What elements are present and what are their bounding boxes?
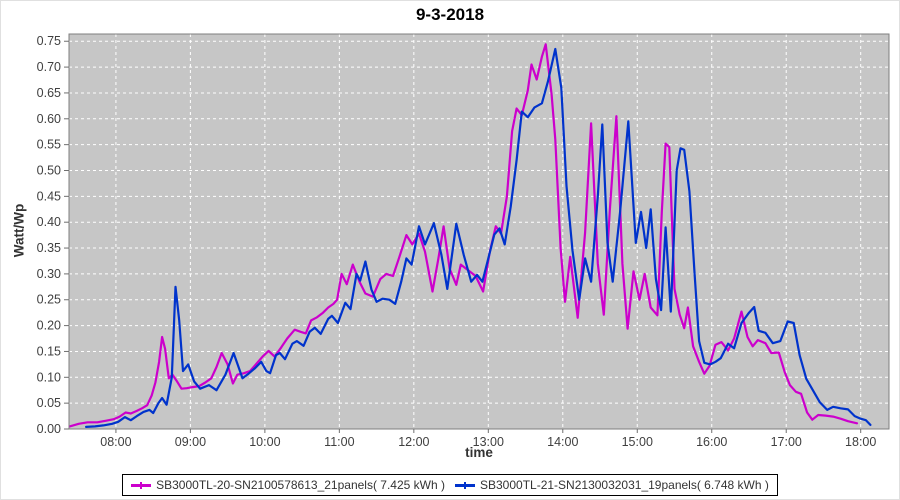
y-axis-label: Watt/Wp (11, 203, 27, 258)
y-tick-label: 0.45 (37, 189, 61, 203)
legend-box: SB3000TL-20-SN2100578613_21panels( 7.425… (122, 474, 778, 496)
y-tick-label: 0.20 (37, 319, 61, 333)
y-tick-label: 0.25 (37, 293, 61, 307)
y-tick-label: 0.65 (37, 86, 61, 100)
y-tick-label: 0.50 (37, 163, 61, 177)
y-tick-label: 0.15 (37, 344, 61, 358)
x-tick-label: 15:00 (622, 435, 653, 449)
x-tick-label: 14:00 (547, 435, 578, 449)
x-tick-label: 11:00 (324, 435, 354, 449)
series-line-0 (69, 43, 859, 428)
legend-item-inverter-21: SB3000TL-21-SN2130032031_19panels( 6.748… (455, 478, 769, 492)
x-tick-label: 09:00 (175, 435, 206, 449)
plot-border (68, 33, 890, 430)
y-tick-label: 0.30 (37, 267, 61, 281)
x-axis: 08:00 09:00 10:00 11:00 12:00 13:00 14:00 15:00… (100, 429, 876, 449)
series-line-1 (84, 47, 872, 428)
y-tick-label: 0.55 (37, 138, 61, 152)
legend-label: SB3000TL-20-SN2100578613_21panels( 7.425… (156, 478, 445, 492)
y-tick-label: 0.10 (37, 370, 61, 384)
y-tick-label: 0.35 (37, 241, 61, 255)
y-tick-label: 0.00 (37, 422, 61, 436)
chart-title: 9-3-2018 (415, 5, 485, 24)
y-tick-label: 0.75 (37, 34, 61, 48)
x-axis-label: time (465, 445, 493, 460)
x-tick-label: 18:00 (845, 435, 876, 449)
x-tick-label: 08:00 (100, 435, 131, 449)
x-tick-label: 10:00 (249, 435, 280, 449)
y-axis: 0.00 0.05 0.10 0.15 0.20 0.25 0.30 0.35 0.40 0.45… (37, 34, 69, 436)
y-tick-label: 0.40 (37, 215, 61, 229)
plot-background (69, 34, 889, 429)
legend-label: SB3000TL-21-SN2130032031_19panels( 6.748… (480, 478, 769, 492)
y-tick-label: 0.70 (37, 60, 61, 74)
x-tick-label: 17:00 (771, 435, 802, 449)
legend-item-inverter-20: SB3000TL-20-SN2100578613_21panels( 7.425… (131, 478, 445, 492)
x-tick-label: 16:00 (696, 435, 727, 449)
x-tick-label: 12:00 (398, 435, 429, 449)
y-tick-label: 0.05 (37, 396, 61, 410)
legend-line-marker-blue (455, 481, 475, 489)
y-tick-label: 0.60 (37, 112, 61, 126)
legend: SB3000TL-20-SN2100578613_21panels( 7.425… (1, 474, 899, 496)
gridlines (69, 34, 889, 429)
legend-line-marker-magenta (131, 481, 152, 489)
x-tick-label: 13:00 (473, 435, 504, 449)
